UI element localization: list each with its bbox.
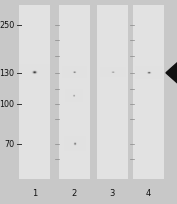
Text: 250: 250	[0, 21, 14, 30]
Text: 4: 4	[146, 188, 151, 197]
Bar	[59, 6, 90, 180]
Text: 2: 2	[72, 188, 77, 197]
Bar	[97, 6, 128, 180]
Bar	[19, 6, 50, 180]
Text: 130: 130	[0, 69, 14, 78]
Bar	[133, 6, 164, 180]
Text: 100: 100	[0, 100, 14, 109]
Text: 1: 1	[32, 188, 37, 197]
Polygon shape	[166, 63, 177, 84]
Text: 70: 70	[4, 139, 14, 148]
Text: 3: 3	[110, 188, 115, 197]
